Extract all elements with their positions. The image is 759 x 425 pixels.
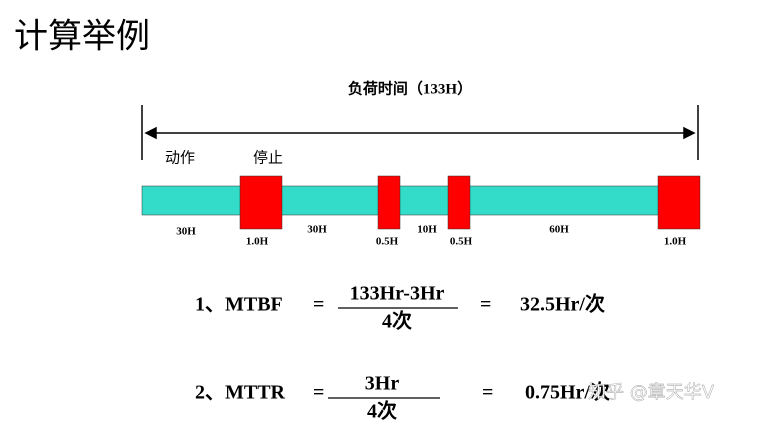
formula-label: 2、MTTR	[195, 382, 286, 404]
timeline-header: 负荷时间（133H）	[348, 79, 472, 97]
denominator: 4次	[382, 309, 412, 333]
formula-label: 1、MTBF	[195, 294, 283, 316]
watermark: 知乎 @章天华V	[588, 382, 715, 403]
result: 32.5Hr/次	[520, 292, 605, 316]
state-label: 停止	[253, 149, 283, 167]
segment-label: 0.5H	[450, 236, 473, 248]
segment-label: 0.5H	[376, 236, 399, 248]
run-bar	[141, 185, 699, 216]
denominator: 4次	[367, 399, 397, 423]
segment-label: 1.0H	[246, 236, 269, 248]
segment-label: 60H	[549, 224, 569, 236]
equals: =	[313, 294, 324, 316]
equals: =	[482, 382, 493, 404]
segment-label: 30H	[307, 224, 327, 236]
stop-blocks	[239, 175, 701, 230]
result: 0.75Hr/次	[525, 380, 610, 404]
segment-label: 30H	[176, 226, 196, 238]
numerator: 133Hr-3Hr	[350, 283, 445, 305]
span-arrow	[141, 105, 699, 160]
segment-label: 10H	[417, 224, 437, 236]
equals: =	[313, 382, 324, 404]
title: 计算举例	[14, 17, 150, 57]
equals: =	[480, 294, 491, 316]
segment-label: 1.0H	[664, 236, 687, 248]
numerator: 3Hr	[365, 373, 400, 395]
state-label: 动作	[165, 149, 195, 167]
